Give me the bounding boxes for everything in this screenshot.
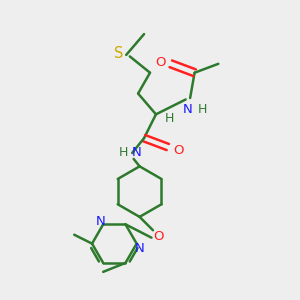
Text: H: H [118,146,128,160]
Text: N: N [95,215,105,228]
Text: O: O [153,230,163,243]
Text: N: N [182,103,192,116]
Text: O: O [155,56,166,69]
Text: H: H [197,103,207,116]
Text: S: S [114,46,124,61]
Text: N: N [132,146,142,160]
Text: N: N [135,242,145,255]
Text: H: H [165,112,174,125]
Text: O: O [173,143,184,157]
